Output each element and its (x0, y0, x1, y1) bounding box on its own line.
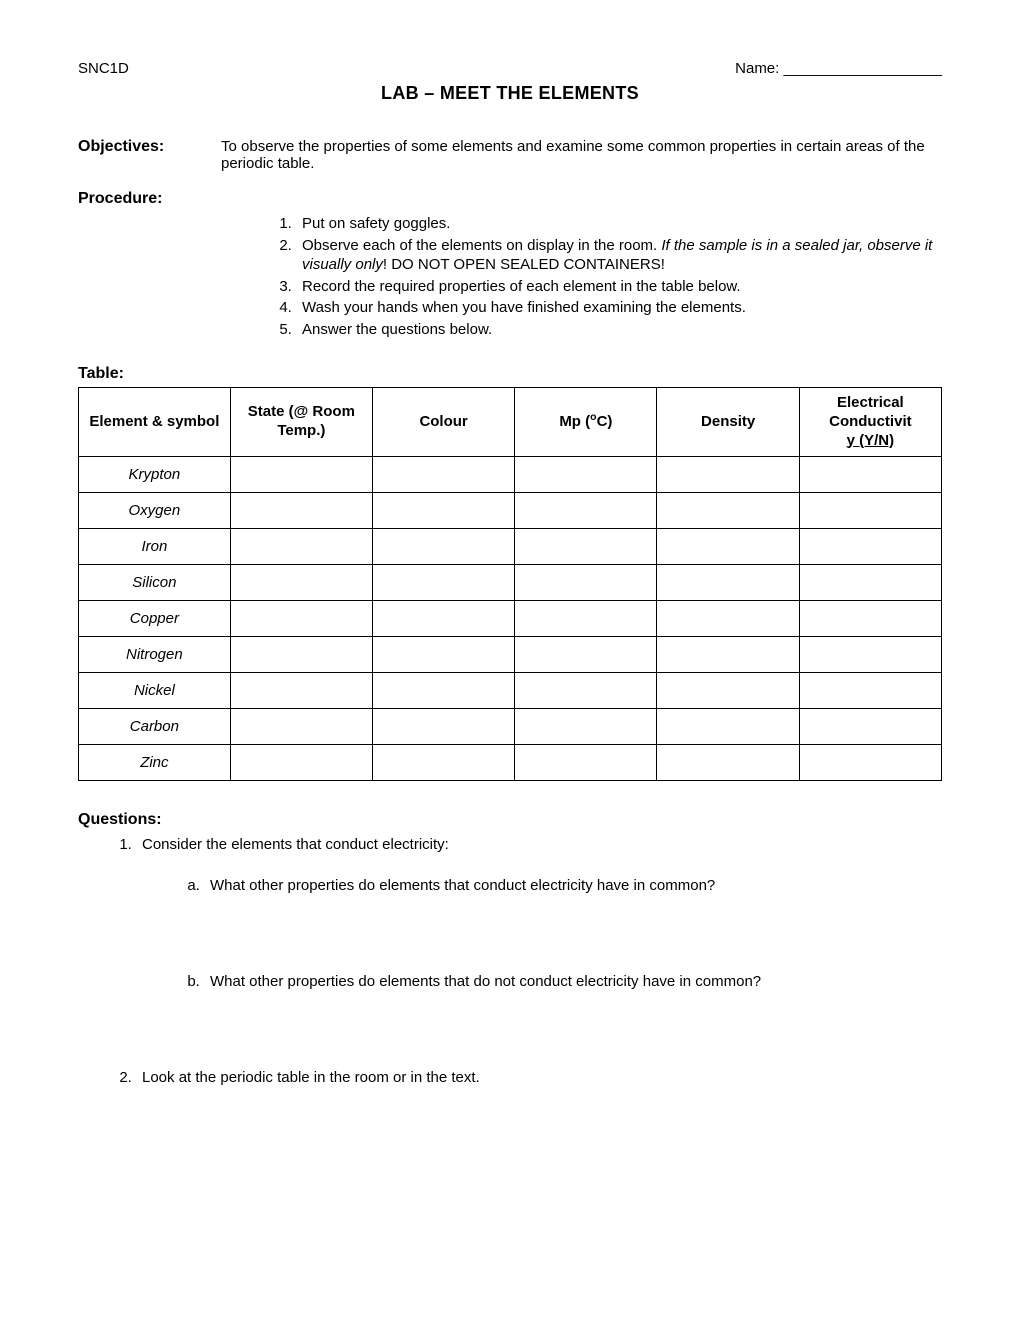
question-1a: What other properties do elements that c… (204, 876, 942, 896)
table-row: Zinc (79, 745, 942, 781)
empty-cell (230, 493, 372, 529)
empty-cell (372, 673, 514, 709)
procedure-list: Put on safety goggles. Observe each of t… (78, 214, 942, 339)
empty-cell (657, 745, 799, 781)
empty-cell (799, 673, 941, 709)
empty-cell (799, 529, 941, 565)
procedure-step: Observe each of the elements on display … (296, 236, 942, 275)
procedure-step: Record the required properties of each e… (296, 277, 942, 297)
empty-cell (657, 493, 799, 529)
empty-cell (515, 529, 657, 565)
procedure-step: Wash your hands when you have finished e… (296, 298, 942, 318)
empty-cell (657, 601, 799, 637)
question-1: Consider the elements that conduct elect… (136, 835, 942, 992)
empty-cell (515, 457, 657, 493)
empty-cell (230, 565, 372, 601)
empty-cell (515, 745, 657, 781)
mp-pre: Mp ( (559, 413, 590, 430)
table-row: Nitrogen (79, 637, 942, 673)
empty-cell (372, 601, 514, 637)
table-header-density: Density (657, 388, 799, 457)
cond-l1: Electrical Conductivit (829, 394, 912, 430)
element-name-cell: Carbon (79, 709, 231, 745)
empty-cell (799, 565, 941, 601)
objectives-text: To observe the properties of some elemen… (221, 138, 942, 172)
empty-cell (372, 709, 514, 745)
question-1-text: Consider the elements that conduct elect… (142, 836, 449, 853)
objectives-label: Objectives: (78, 138, 221, 156)
empty-cell (230, 637, 372, 673)
table-row: Iron (79, 529, 942, 565)
empty-cell (230, 673, 372, 709)
table-header-colour: Colour (372, 388, 514, 457)
table-header-mp: Mp (oC) (515, 388, 657, 457)
table-label: Table: (78, 365, 942, 383)
cond-l2: y (Y/N) (847, 432, 895, 449)
empty-cell (799, 709, 941, 745)
empty-cell (515, 601, 657, 637)
empty-cell (799, 745, 941, 781)
table-row: Nickel (79, 673, 942, 709)
name-field-label: Name: ___________________ (735, 60, 942, 77)
procedure-step: Put on safety goggles. (296, 214, 942, 234)
empty-cell (372, 637, 514, 673)
course-code: SNC1D (78, 60, 129, 77)
question-1b: What other properties do elements that d… (204, 972, 942, 992)
empty-cell (515, 709, 657, 745)
empty-cell (372, 529, 514, 565)
elements-table: Element & symbol State (@ Room Temp.) Co… (78, 387, 942, 781)
empty-cell (799, 493, 941, 529)
procedure-step-text: ! DO NOT OPEN SEALED CONTAINERS! (383, 256, 665, 273)
element-name-cell: Krypton (79, 457, 231, 493)
empty-cell (372, 457, 514, 493)
empty-cell (515, 565, 657, 601)
procedure-label: Procedure: (78, 190, 221, 208)
empty-cell (372, 565, 514, 601)
table-row: Carbon (79, 709, 942, 745)
mp-post: C) (597, 413, 613, 430)
empty-cell (657, 709, 799, 745)
table-header-state: State (@ Room Temp.) (230, 388, 372, 457)
table-row: Copper (79, 601, 942, 637)
element-name-cell: Zinc (79, 745, 231, 781)
table-row: Krypton (79, 457, 942, 493)
empty-cell (657, 637, 799, 673)
element-name-cell: Iron (79, 529, 231, 565)
empty-cell (515, 493, 657, 529)
empty-cell (515, 637, 657, 673)
page-title: LAB – MEET THE ELEMENTS (78, 83, 942, 104)
question-2: Look at the periodic table in the room o… (136, 1068, 942, 1088)
questions-list: Consider the elements that conduct elect… (78, 835, 942, 1088)
empty-cell (230, 601, 372, 637)
element-name-cell: Silicon (79, 565, 231, 601)
empty-cell (230, 529, 372, 565)
empty-cell (657, 529, 799, 565)
empty-cell (515, 673, 657, 709)
table-row: Oxygen (79, 493, 942, 529)
empty-cell (372, 745, 514, 781)
empty-cell (657, 565, 799, 601)
element-name-cell: Nitrogen (79, 637, 231, 673)
empty-cell (230, 745, 372, 781)
empty-cell (657, 673, 799, 709)
element-name-cell: Oxygen (79, 493, 231, 529)
empty-cell (799, 601, 941, 637)
procedure-step-text: Observe each of the elements on display … (302, 237, 661, 254)
element-name-cell: Nickel (79, 673, 231, 709)
table-header-conductivity: Electrical Conductivit y (Y/N) (799, 388, 941, 457)
table-row: Silicon (79, 565, 942, 601)
empty-cell (372, 493, 514, 529)
table-header-element: Element & symbol (79, 388, 231, 457)
empty-cell (799, 457, 941, 493)
element-name-cell: Copper (79, 601, 231, 637)
empty-cell (230, 709, 372, 745)
questions-label: Questions: (78, 811, 942, 829)
procedure-step: Answer the questions below. (296, 320, 942, 340)
empty-cell (230, 457, 372, 493)
empty-cell (799, 637, 941, 673)
empty-cell (657, 457, 799, 493)
